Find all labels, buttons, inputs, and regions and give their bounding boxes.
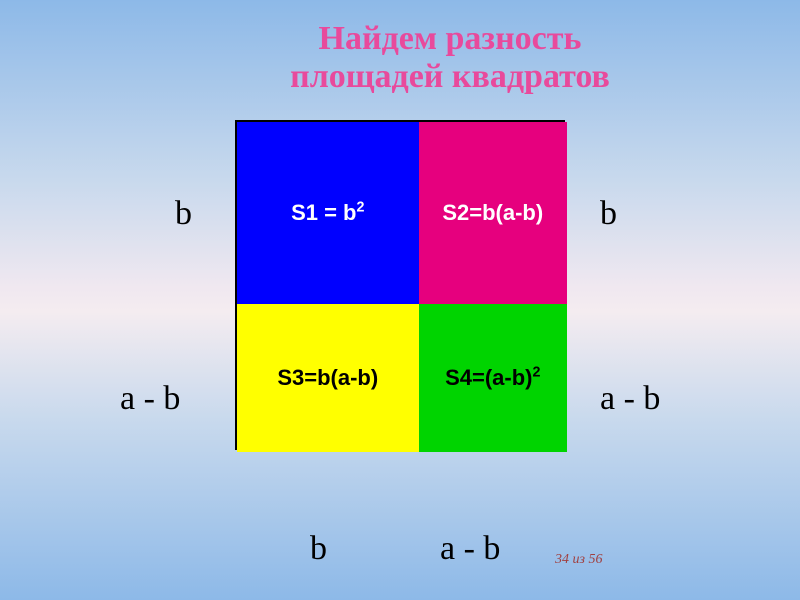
title-line1: Найдем разность	[319, 20, 582, 57]
label-bottom-right: a - b	[440, 530, 500, 568]
cell-s2-label: S2=b(a-b)	[442, 200, 543, 226]
cell-s3: S3=b(a-b)	[237, 304, 419, 453]
label-left-top: b	[175, 195, 192, 233]
square-diagram: S1 = b2 S2=b(a-b) S3=b(a-b) S4=(a-b)2	[235, 120, 565, 450]
title-line2: площадей квадратов	[290, 58, 610, 95]
label-bottom-left: b	[310, 530, 327, 568]
page-counter: 34 из 56	[555, 552, 602, 568]
cell-s1-label: S1 = b2	[291, 200, 364, 226]
slide-title: Найдем разность площадей квадратов	[240, 20, 660, 96]
label-right-bottom: a - b	[600, 380, 660, 418]
cell-s4: S4=(a-b)2	[419, 304, 568, 453]
cell-s3-label: S3=b(a-b)	[277, 365, 378, 391]
label-left-bottom: a - b	[120, 380, 180, 418]
cell-s2: S2=b(a-b)	[419, 122, 568, 304]
cell-s4-label: S4=(a-b)2	[445, 365, 540, 391]
cell-s1: S1 = b2	[237, 122, 419, 304]
label-right-top: b	[600, 195, 617, 233]
